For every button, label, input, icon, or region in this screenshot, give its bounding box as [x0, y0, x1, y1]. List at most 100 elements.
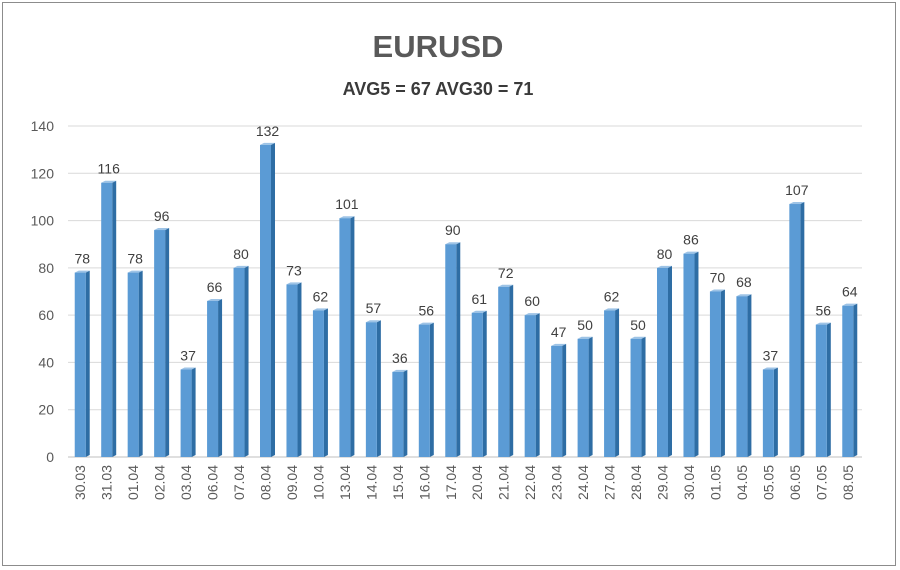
x-tick-label: 31.03 — [99, 465, 115, 500]
bar-top — [709, 289, 725, 292]
data-label: 47 — [551, 324, 567, 340]
bar-top — [683, 251, 699, 254]
bar-top — [154, 228, 170, 231]
y-tick-label: 40 — [38, 354, 54, 370]
data-label: 68 — [736, 274, 752, 290]
x-tick-label: 08.05 — [840, 465, 856, 500]
bar-side — [694, 251, 699, 457]
bar-side — [112, 180, 117, 457]
x-tick-label: 22.04 — [522, 465, 538, 500]
bar-side — [191, 367, 196, 457]
x-tick-label: 27.04 — [602, 465, 618, 500]
x-tick-label: 06.05 — [787, 465, 803, 500]
bar — [260, 144, 271, 457]
bar — [74, 272, 86, 457]
bar-top — [207, 298, 223, 301]
data-label: 107 — [785, 182, 809, 198]
bar-side — [456, 242, 461, 457]
bar-top — [445, 242, 461, 245]
x-tick-label: 07.04 — [231, 465, 247, 500]
bar-top — [180, 367, 196, 370]
data-label: 90 — [445, 222, 461, 238]
data-label: 66 — [207, 279, 223, 295]
data-label: 64 — [842, 284, 858, 300]
y-tick-label: 120 — [31, 165, 55, 181]
x-tick-label: 20.04 — [469, 465, 485, 500]
y-tick-label: 140 — [31, 118, 55, 134]
bar-top — [842, 303, 858, 306]
x-tick-label: 13.04 — [337, 465, 353, 500]
data-label: 61 — [471, 291, 487, 307]
bar-top — [101, 180, 117, 183]
x-tick-label: 14.04 — [363, 465, 379, 500]
bar-top — [604, 308, 620, 311]
y-tick-label: 60 — [38, 307, 54, 323]
data-label: 96 — [154, 208, 170, 224]
bar — [762, 369, 774, 457]
x-tick-label: 29.04 — [655, 465, 671, 500]
data-label: 78 — [74, 251, 90, 267]
bar-top — [392, 369, 408, 372]
bar — [286, 284, 298, 457]
bar-top — [524, 313, 540, 316]
bar-top — [365, 320, 381, 323]
x-tick-label: 16.04 — [416, 465, 432, 500]
bar-side — [376, 320, 381, 457]
data-label: 57 — [366, 300, 382, 316]
bar — [233, 267, 245, 457]
data-label: 37 — [180, 348, 196, 364]
x-tick-label: 06.04 — [205, 465, 221, 500]
data-label: 86 — [683, 232, 699, 248]
x-tick-label: 23.04 — [549, 465, 565, 500]
bar — [551, 345, 563, 457]
x-tick-label: 09.04 — [284, 465, 300, 500]
data-label: 78 — [127, 251, 143, 267]
y-tick-label: 20 — [38, 402, 54, 418]
x-tick-label: 30.04 — [681, 465, 697, 500]
bar-top — [551, 343, 567, 346]
bar — [445, 244, 457, 457]
bar-side — [747, 294, 752, 457]
x-tick-label: 28.04 — [628, 465, 644, 500]
bar — [789, 204, 801, 457]
bar-side — [588, 336, 593, 457]
bar — [312, 310, 324, 457]
data-label: 80 — [233, 246, 249, 262]
x-tick-label: 03.04 — [178, 465, 194, 500]
x-tick-label: 10.04 — [310, 465, 326, 500]
bar-top — [577, 336, 593, 339]
bar — [392, 371, 404, 457]
bar-side — [535, 313, 540, 457]
x-tick-label: 02.04 — [152, 465, 168, 500]
bar — [657, 267, 668, 457]
bar-side — [85, 270, 90, 457]
bar — [683, 253, 695, 457]
bar — [101, 182, 113, 457]
bar-side — [826, 322, 831, 457]
bar — [127, 272, 139, 457]
bar — [180, 369, 192, 457]
x-tick-label: 08.04 — [258, 465, 274, 500]
data-label: 62 — [604, 288, 620, 304]
x-tick-label: 15.04 — [390, 465, 406, 500]
bar-side — [482, 310, 487, 457]
bar — [736, 296, 748, 457]
bar-side — [350, 216, 355, 457]
x-tick-label: 01.04 — [125, 465, 141, 500]
bar — [604, 310, 616, 457]
data-label: 80 — [657, 246, 673, 262]
bar-side — [615, 308, 620, 457]
bar — [418, 324, 430, 457]
bar-top — [471, 310, 487, 313]
x-tick-label: 05.05 — [760, 465, 776, 500]
x-tick-label: 01.05 — [707, 465, 723, 500]
bar-top — [260, 142, 275, 145]
data-label: 101 — [335, 196, 359, 212]
bar-side — [668, 265, 672, 457]
bar-side — [218, 298, 223, 457]
x-tick-label: 04.05 — [734, 465, 750, 500]
bar-top — [789, 202, 805, 205]
data-label: 37 — [763, 348, 779, 364]
bar — [842, 305, 854, 457]
